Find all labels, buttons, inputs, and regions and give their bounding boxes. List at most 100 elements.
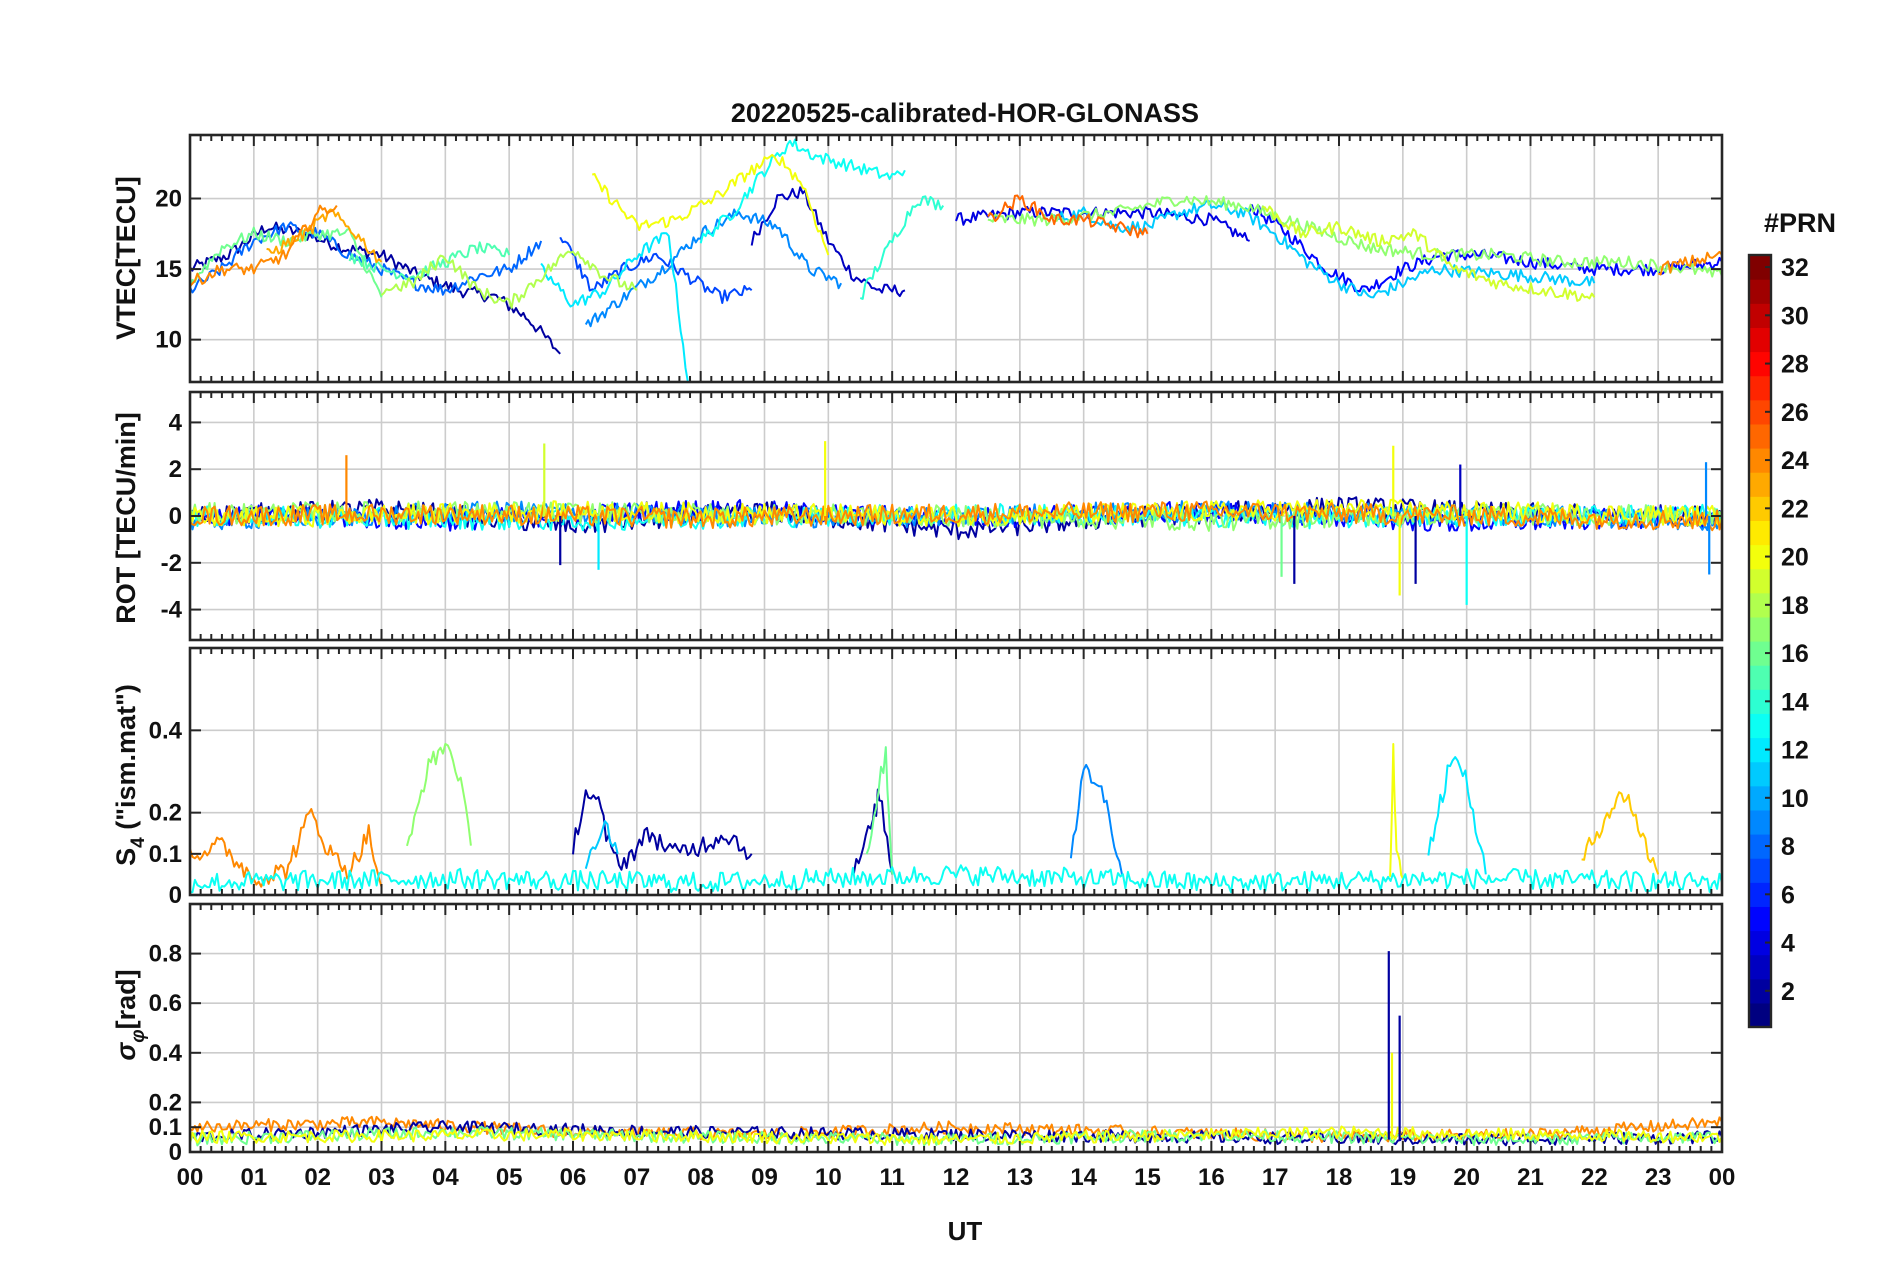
series-line-prn-23 <box>266 208 383 264</box>
series-line-prn-14 <box>859 195 945 300</box>
colorbar-swatch-20 <box>1749 544 1771 570</box>
y-axis-label-s4-rest: ("ism.mat") <box>111 684 141 837</box>
series-line-prn-9 <box>584 208 842 328</box>
y-tick-label: -4 <box>161 597 183 624</box>
y-tick-label: 20 <box>155 186 182 213</box>
colorbar-swatch-18 <box>1749 592 1771 618</box>
colorbar-tick-label: 16 <box>1781 640 1809 668</box>
series-line-prn-12 <box>540 232 689 382</box>
colorbar-swatch-22 <box>1749 496 1771 521</box>
colorbar-tick-label: 26 <box>1781 399 1809 427</box>
x-tick-label: 01 <box>240 1164 267 1191</box>
y-tick-label: 0.1 <box>149 841 182 868</box>
colorbar-swatch-11 <box>1749 761 1771 787</box>
colorbar-tick-label: 6 <box>1781 881 1795 909</box>
series-line-prn-20 <box>190 1125 1722 1146</box>
series-line-prn-2 <box>852 788 894 875</box>
y-tick-label: 0 <box>169 503 182 530</box>
panels: 101520-4-202400.10.20.400.10.20.40.60.80… <box>149 133 1735 1191</box>
x-tick-label: 03 <box>368 1164 395 1191</box>
colorbar-swatch-8 <box>1749 834 1771 859</box>
colorbar-swatch-19 <box>1749 568 1771 594</box>
series-line-prn-16 <box>865 746 894 875</box>
series-line-prn-2 <box>190 1120 1722 1147</box>
series-line-prn-13 <box>190 864 1722 894</box>
colorbar-swatch-29 <box>1749 327 1771 353</box>
x-tick-label: 08 <box>687 1164 714 1191</box>
x-tick-label: 19 <box>1389 1164 1416 1191</box>
colorbar-tick-label: 4 <box>1781 930 1795 958</box>
y-tick-label: 0.2 <box>149 800 182 827</box>
y-axis-label-vtec: VTEC[TECU] <box>111 176 141 340</box>
series-line-prn-17 <box>406 742 472 847</box>
data-layer <box>190 951 1722 1147</box>
colorbar-tick-label: 24 <box>1781 447 1809 475</box>
series-line-prn-24 <box>190 204 338 287</box>
series-line-prn-9 <box>1069 763 1123 875</box>
series-line-prn-2 <box>572 789 753 871</box>
series-line-prn-24 <box>1657 250 1722 276</box>
y-axis-label-s4-sub: 4 <box>128 837 149 848</box>
colorbar-tick-label: 10 <box>1781 785 1809 813</box>
colorbar-tick-label: 28 <box>1781 351 1809 379</box>
panel-s4: 0 0.1 0.2 0.4 <box>149 646 1724 909</box>
y-tick-label: 4 <box>169 409 183 436</box>
panel-rot: -4 -2 0 2 4 <box>161 390 1724 642</box>
x-tick-label: 20 <box>1453 1164 1480 1191</box>
series-line-prn-17 <box>987 195 1722 278</box>
colorbar-swatch-2 <box>1749 978 1771 1004</box>
colorbar-swatch-7 <box>1749 858 1771 883</box>
colorbar-tick-label: 12 <box>1781 737 1809 765</box>
y-axis-label-sigma-main: σ <box>111 1042 141 1061</box>
series-line-prn-24 <box>190 1115 1722 1144</box>
colorbar-swatch-6 <box>1749 882 1771 907</box>
y-tick-label: 0.4 <box>149 1040 183 1067</box>
colorbar-swatch-21 <box>1749 520 1771 546</box>
colorbar-swatch-25 <box>1749 423 1771 449</box>
colorbar-label: #PRN <box>1764 208 1836 238</box>
colorbar-swatch-30 <box>1749 303 1771 328</box>
colorbar-swatch-26 <box>1749 399 1771 425</box>
x-tick-label: 04 <box>432 1164 459 1191</box>
data-layer <box>190 742 1722 894</box>
panel-vtec: 10 15 20 <box>155 133 1724 384</box>
y-axis-label-s4: S4 ("ism.mat") <box>111 684 149 866</box>
series-line-prn-11 <box>584 820 619 869</box>
series-line-prn-4 <box>955 205 1250 242</box>
y-tick-label: 0.4 <box>149 717 183 744</box>
colorbar-swatch-24 <box>1749 448 1771 473</box>
series-line-prn-20 <box>1389 743 1404 879</box>
colorbar-swatch-13 <box>1749 713 1771 739</box>
y-tick-label: 0 <box>169 1139 182 1166</box>
series-line-prn-22 <box>1581 791 1660 875</box>
colorbar-tick-label: 18 <box>1781 592 1809 620</box>
y-tick-label: 0.8 <box>149 941 182 968</box>
y-tick-label: 2 <box>169 456 182 483</box>
y-tick-label: 10 <box>155 327 182 354</box>
series-line-prn-18 <box>380 250 638 309</box>
x-tick-label: 10 <box>815 1164 842 1191</box>
x-tick-label: 13 <box>1006 1164 1033 1191</box>
colorbar-swatch-31 <box>1749 279 1771 304</box>
x-tick-label: 07 <box>623 1164 650 1191</box>
colorbar-swatch-5 <box>1749 906 1771 932</box>
y-tick-label: 0.1 <box>149 1114 182 1141</box>
colorbar-swatch-9 <box>1749 809 1771 835</box>
series-line-prn-12 <box>1427 756 1487 875</box>
colorbar-tick-label: 20 <box>1781 544 1809 572</box>
colorbar-swatch-23 <box>1749 472 1771 497</box>
x-tick-label: 14 <box>1070 1164 1097 1191</box>
y-tick-label: 15 <box>155 256 182 283</box>
colorbar-swatch-12 <box>1749 737 1771 763</box>
y-axis-label-rot: ROT [TECU/min] <box>111 412 141 623</box>
colorbar-swatch-16 <box>1749 641 1771 666</box>
x-tick-label: 09 <box>751 1164 778 1191</box>
y-tick-label: 0.2 <box>149 1089 182 1116</box>
x-tick-label: 17 <box>1262 1164 1289 1191</box>
x-tick-label: 21 <box>1517 1164 1544 1191</box>
y-axis-label-s4-main: S <box>111 848 141 866</box>
y-tick-label: -2 <box>161 550 182 577</box>
x-tick-label: 18 <box>1326 1164 1353 1191</box>
colorbar-swatch-28 <box>1749 351 1771 377</box>
colorbar-swatch-10 <box>1749 785 1771 811</box>
